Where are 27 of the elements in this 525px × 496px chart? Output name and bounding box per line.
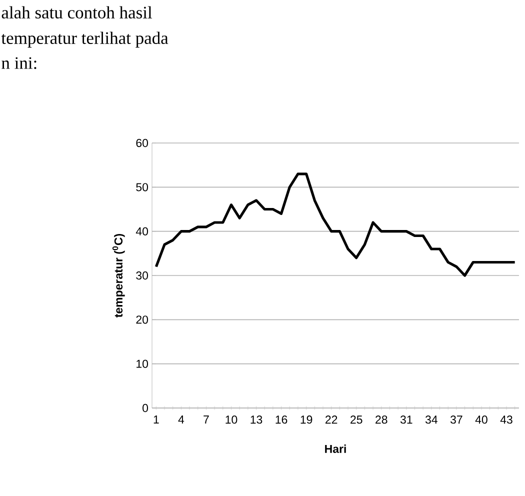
x-tick-label: 28 [376,416,388,424]
x-tick-label: 7 [204,416,209,424]
y-tick-label: 40 [136,227,148,236]
y-tick-label: 0 [142,404,148,412]
x-tick-label: 10 [226,416,238,424]
x-tick-label: 16 [276,416,288,424]
x-tick-label: 25 [350,416,362,424]
x-axis-title: Hari [325,444,346,453]
x-tick-label: 34 [425,416,438,424]
x-tick-label: 1 [154,416,159,424]
x-tick-label: 13 [250,416,262,424]
x-tick-label: 4 [178,416,184,424]
y-tick-label: 60 [136,138,148,148]
y-tick-label: 10 [136,360,148,368]
text: temperatur terlihat pada [1,32,168,48]
x-tick-label: 40 [475,416,488,424]
y-axis-title: temperatur ($^{0}$C) [112,234,125,318]
x-tick-label: 43 [500,416,512,424]
y-tick-label: 30 [136,271,148,280]
x-tick-label: 22 [326,416,338,424]
y-tick-label: 50 [136,183,148,192]
y-tick-label: 20 [136,316,148,324]
x-tick-label: 37 [450,416,462,424]
x-tick-label: 19 [300,416,312,424]
text: alah satu contoh hasil [2,6,152,19]
text: n ini: [2,57,36,70]
x-tick-label: 31 [400,416,412,424]
